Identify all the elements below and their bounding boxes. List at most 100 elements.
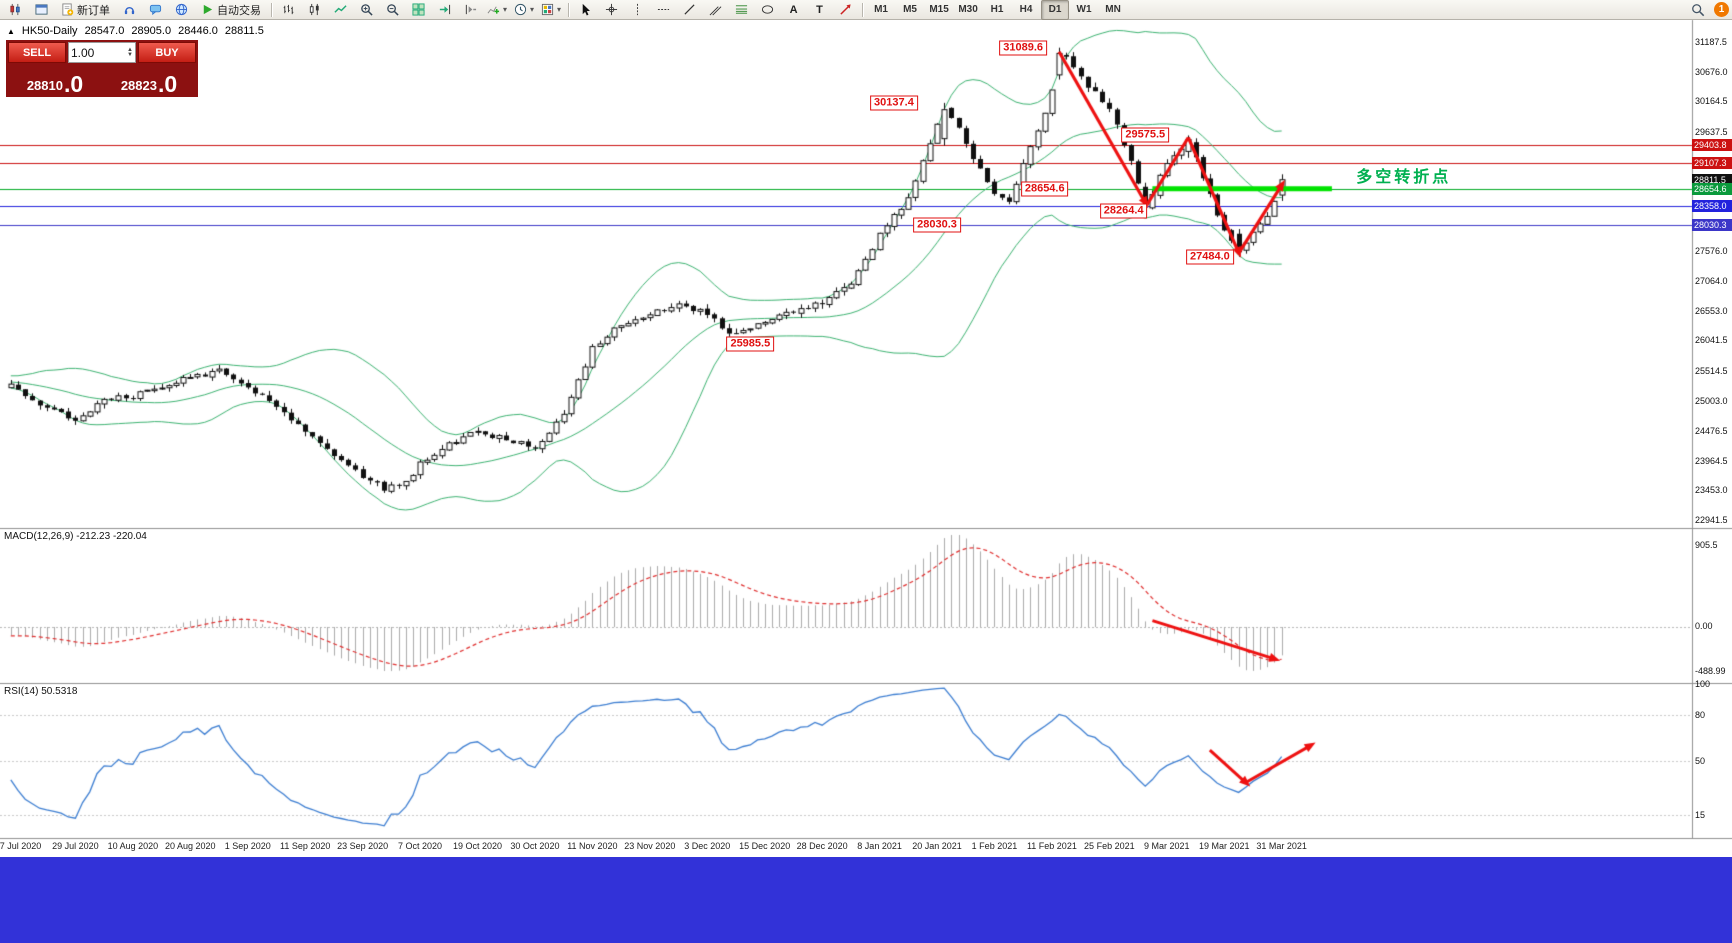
- timeframe-button-M1[interactable]: M1: [874, 4, 888, 15]
- timeframe-button-H4[interactable]: H4: [1019, 4, 1033, 15]
- toolbar-chart-group: ▾ ▾ ▾: [276, 0, 564, 20]
- chevron-down-icon: ▾: [557, 5, 562, 14]
- chevron-down-icon: ▾: [503, 5, 508, 14]
- indicators-button[interactable]: ▾: [484, 0, 510, 20]
- line-chart-button[interactable]: [328, 0, 353, 20]
- toolbar-timeframes-group: M1 M5 M15 M30 H1 H4 D1 W1 MN: [867, 0, 1127, 20]
- cursor-icon: [579, 3, 592, 16]
- one-click-trading-panel: SELL 1.00 ▲ ▼ BUY 28810 .0 28823 .0: [6, 40, 198, 97]
- zoom-out-button[interactable]: [380, 0, 405, 20]
- volume-value[interactable]: 1.00: [71, 45, 95, 60]
- chevron-down-icon: ▾: [530, 5, 535, 14]
- volume-spinner[interactable]: ▲ ▼: [127, 46, 133, 58]
- buy-price-int: 28823: [120, 77, 157, 93]
- zoomin-icon: [360, 3, 373, 16]
- notification-badge[interactable]: 1: [1714, 2, 1729, 17]
- timeframe-button-M5[interactable]: M5: [903, 4, 917, 15]
- vline-icon: [631, 3, 644, 16]
- auto-scroll-button[interactable]: [432, 0, 457, 20]
- horizontal-line-button[interactable]: [651, 0, 676, 20]
- sell-price-frac: .0: [63, 70, 84, 97]
- shift-icon: [464, 3, 477, 16]
- chart-symbol: HK50-Daily: [21, 25, 78, 37]
- bars-icon: [282, 3, 295, 16]
- arrowdraw-icon: [839, 3, 852, 16]
- cursor-button[interactable]: [573, 0, 598, 20]
- chart-low: 28446.0: [178, 25, 218, 37]
- tile-windows-button[interactable]: [406, 0, 431, 20]
- arrows-button[interactable]: [833, 0, 858, 20]
- template-icon: [541, 3, 554, 16]
- toolbar-right-group: 1: [1685, 0, 1729, 20]
- label-button[interactable]: T: [807, 0, 832, 20]
- chart-window-button[interactable]: [3, 0, 28, 20]
- spinner-down-icon[interactable]: ▼: [127, 51, 133, 58]
- buy-button[interactable]: BUY: [138, 42, 196, 63]
- periods-button[interactable]: ▾: [511, 0, 537, 20]
- play-icon: [201, 3, 214, 16]
- auto-trading-button[interactable]: 自动交易: [195, 0, 267, 20]
- chart-marker-icon: ▲: [7, 26, 15, 36]
- toolbar-separator: [271, 2, 272, 17]
- bottom-panel: [0, 857, 1732, 943]
- sell-price: 28810 .0: [8, 63, 102, 95]
- neworder-icon: [61, 3, 74, 16]
- tile-icon: [412, 3, 425, 16]
- market-watch-button[interactable]: [117, 0, 142, 20]
- spinner-up-icon[interactable]: ▲: [127, 46, 133, 53]
- sell-button[interactable]: SELL: [8, 42, 66, 63]
- candlechart-icon: [9, 3, 22, 16]
- search-button[interactable]: [1685, 0, 1710, 20]
- community-button[interactable]: [169, 0, 194, 20]
- shapes-button[interactable]: [755, 0, 780, 20]
- buy-price: 28823 .0: [102, 63, 196, 95]
- new-order-button-label: 新订单: [77, 4, 110, 17]
- buy-price-frac: .0: [157, 70, 178, 97]
- toolbar-separator: [862, 2, 864, 17]
- crosshair-button[interactable]: [599, 0, 624, 20]
- window-icon: [35, 3, 48, 16]
- bar-chart-button[interactable]: [276, 0, 301, 20]
- trendline-button[interactable]: [677, 0, 702, 20]
- bubble-icon: [149, 3, 162, 16]
- chart-open: 28547.0: [84, 25, 125, 37]
- chart-title: ▲ HK50-Daily 28547.0 28905.0 28446.0 288…: [7, 25, 264, 37]
- autoscroll-icon: [438, 3, 451, 16]
- new-order-button[interactable]: 新订单: [55, 0, 116, 20]
- text-button[interactable]: A: [781, 0, 806, 20]
- templates-button[interactable]: ▾: [538, 0, 564, 20]
- linechart-icon: [334, 3, 347, 16]
- timeframe-button-M15[interactable]: M15: [929, 4, 949, 15]
- toolbar-separator: [568, 2, 570, 17]
- chart-close: 28811.5: [224, 25, 264, 37]
- trend-icon: [683, 3, 696, 16]
- vertical-line-button[interactable]: [625, 0, 650, 20]
- candlestick-chart-button[interactable]: [302, 0, 327, 20]
- labelT-icon: T: [816, 3, 823, 16]
- timeframe-button-M30[interactable]: M30: [958, 4, 978, 15]
- shapes-icon: [761, 3, 774, 16]
- fibo-icon: [735, 3, 748, 16]
- volume-input[interactable]: 1.00 ▲ ▼: [68, 42, 136, 63]
- channel-button[interactable]: [703, 0, 728, 20]
- chart-shift-button[interactable]: [458, 0, 483, 20]
- toolbar-standard-group: 新订单 自动交易: [3, 0, 267, 20]
- fibonacci-button[interactable]: [729, 0, 754, 20]
- timeframe-button-H1[interactable]: H1: [990, 4, 1004, 15]
- timeframe-button-MN[interactable]: MN: [1105, 4, 1121, 15]
- profiles-button[interactable]: [29, 0, 54, 20]
- zoom-in-button[interactable]: [354, 0, 379, 20]
- timeframe-button-D1[interactable]: D1: [1041, 0, 1070, 20]
- chart-high: 28905.0: [131, 25, 172, 37]
- sell-price-int: 28810: [26, 77, 63, 93]
- chat-button[interactable]: [143, 0, 168, 20]
- timeframe-button-W1[interactable]: W1: [1076, 4, 1092, 15]
- zoomout-icon: [386, 3, 399, 16]
- globe-icon: [175, 3, 188, 16]
- indicator-icon: [487, 3, 500, 16]
- crosshair-icon: [605, 3, 618, 16]
- channel-icon: [709, 3, 722, 16]
